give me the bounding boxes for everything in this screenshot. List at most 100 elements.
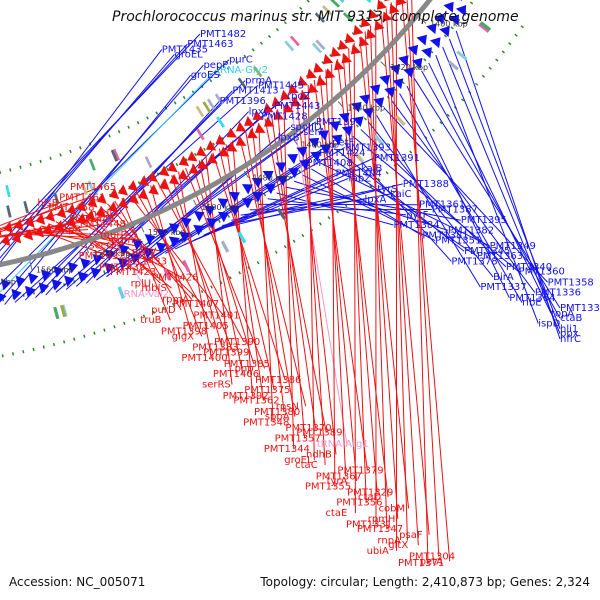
forward-gene-arrow: [448, 14, 460, 26]
leader-line: [331, 64, 336, 487]
gene-label: ribE: [522, 298, 542, 309]
gene-label: PMT1413: [232, 86, 278, 97]
gene-label: PMT1381: [422, 231, 468, 242]
reverse-gene-arrow: [0, 234, 11, 247]
gene-label: lpxC: [249, 107, 271, 118]
reverse-gene-arrow: [139, 175, 150, 187]
reverse-gene-arrow: [235, 135, 247, 146]
gene-label: PMT1348: [243, 417, 289, 428]
forward-gene-arrow: [169, 223, 180, 235]
feature-block: [206, 98, 216, 111]
forward-gene-arrow: [310, 151, 322, 162]
leader-line: [406, 0, 440, 557]
gene-label: ubiA: [367, 546, 389, 557]
gene-label: mbIS: [141, 283, 166, 294]
scale-tick-mark: [380, 61, 387, 68]
leader-line: [62, 218, 130, 268]
forward-gene-arrow: [118, 244, 130, 256]
scale-tick-label: 1440 kbp: [347, 104, 385, 113]
reverse-gene-arrow: [108, 201, 119, 213]
leader-line: [401, 0, 451, 562]
tick-ring-2: [0, 0, 387, 231]
leader-line: [99, 206, 204, 305]
scale-tick-label: 1580 kbp: [0, 278, 16, 287]
gene-label: PMT1375: [244, 385, 290, 396]
gene-label: PMT1405: [183, 321, 229, 332]
feature-block: [395, 115, 406, 126]
scale-tick-label: 1420 kbp: [390, 63, 428, 72]
feature-block: [182, 259, 191, 273]
gene-label: rpsN: [276, 401, 299, 412]
leader-line: [385, 8, 419, 546]
scale-tick-label: 1560 kbp: [36, 266, 74, 275]
leader-line: [96, 121, 317, 281]
gene-label: pnp: [235, 363, 254, 374]
gene-label: PMT1439: [99, 262, 145, 273]
gene-label: tyrS: [377, 184, 397, 195]
leader-line: [283, 104, 295, 449]
leader-line: [198, 160, 244, 375]
reverse-gene-arrow: [66, 216, 77, 228]
gene-label: PMT1340: [506, 262, 552, 273]
leader-line: [449, 38, 561, 330]
reverse-gene-arrow: [34, 225, 44, 238]
forward-gene-arrow: [287, 153, 298, 165]
gene-label: ctaC: [295, 460, 318, 471]
feature-block: [5, 184, 11, 198]
gene-label: purD: [151, 305, 176, 316]
gene-label: hli1: [560, 324, 578, 335]
scale-tick-label: 1540 kbp: [93, 249, 131, 258]
feature-block: [53, 306, 60, 320]
leader-line: [150, 185, 192, 332]
forward-gene-arrow: [411, 57, 423, 69]
feature-block: [314, 12, 326, 23]
forward-gene-arrow: [0, 293, 7, 303]
trna-label: tRNA-Arg1: [317, 439, 369, 450]
scale-tick-mark: [243, 170, 249, 178]
feature-block: [284, 40, 295, 52]
leader-line: [193, 178, 349, 241]
forward-gene-arrow: [241, 198, 253, 209]
forward-gene-arrow: [403, 67, 414, 79]
forward-gene-arrow: [28, 272, 39, 285]
feature-block: [144, 156, 153, 169]
leader-line: [421, 70, 561, 319]
gene-label: psaF: [399, 530, 423, 541]
forward-gene-arrow: [426, 23, 437, 35]
leader-line: [455, 30, 561, 340]
feature-block: [110, 149, 118, 162]
feature-block: [87, 180, 95, 193]
gene-label: pgmI: [111, 235, 136, 246]
gene-label: PMT1423: [110, 267, 156, 278]
gene-label: PMT1458: [48, 203, 94, 214]
reverse-gene-arrow: [147, 171, 158, 182]
forward-gene-arrow: [416, 34, 427, 46]
gene-label: psbV: [132, 246, 157, 257]
feature-block: [237, 77, 247, 89]
gene-label: PMT1385: [224, 359, 270, 370]
feature-block: [252, 66, 263, 78]
feature-block: [339, 0, 345, 3]
gene-label: PMT1432: [79, 251, 125, 262]
gene-label: PMT1384: [393, 220, 439, 231]
leader-line: [135, 191, 214, 327]
reverse-gene-arrow: [35, 213, 46, 225]
scale-tick-label: 1520 kbp: [148, 228, 186, 237]
gene-label: PMT1370: [285, 423, 331, 434]
scale-tick-mark: [337, 101, 344, 108]
forward-gene-arrow: [204, 205, 216, 217]
reverse-gene-arrow: [76, 212, 87, 225]
gene-label: PMT1406: [213, 369, 259, 380]
scale-tick-label: 1500 kbp: [201, 203, 239, 212]
feature-block: [163, 268, 172, 281]
feature-block: [214, 93, 224, 105]
gene-label: PMT1428: [261, 111, 307, 122]
gene-label: PMT1424: [319, 148, 365, 159]
reverse-gene-arrow: [288, 83, 299, 94]
reverse-gene-arrow: [42, 223, 53, 236]
reverse-gene-arrow: [109, 188, 120, 200]
gene-label: PMT1356: [336, 498, 382, 509]
leader-line: [319, 74, 358, 481]
scale-tick-label: 1480 kbp: [252, 174, 290, 183]
forward-gene-arrow: [63, 275, 75, 288]
